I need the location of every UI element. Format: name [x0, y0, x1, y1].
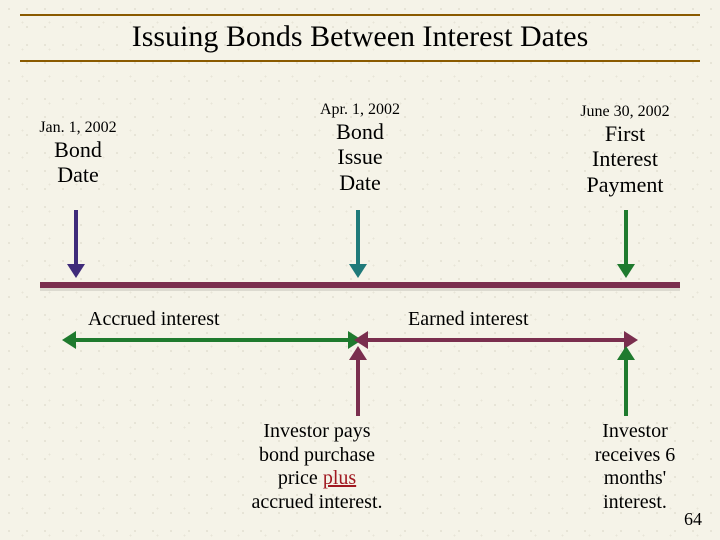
- title-block: Issuing Bonds Between Interest Dates: [20, 14, 700, 62]
- note-investor-pays: Investor pays bond purchase price plus a…: [192, 420, 442, 514]
- event-apr-line2: Issue: [280, 144, 440, 169]
- event-jan-line1: Bond: [18, 137, 138, 162]
- note-left-l4: accrued interest.: [192, 491, 442, 515]
- event-jan: Jan. 1, 2002 Bond Date: [18, 118, 138, 188]
- event-jun-date: June 30, 2002: [545, 102, 705, 121]
- note-left-l3a: price: [278, 467, 323, 489]
- note-left-l1: Investor pays: [192, 420, 442, 444]
- note-right-l1: Investor: [560, 420, 710, 444]
- event-apr-date: Apr. 1, 2002: [280, 100, 440, 119]
- note-investor-receives: Investor receives 6 months' interest.: [560, 420, 710, 514]
- event-jun-line2: Interest: [545, 146, 705, 171]
- event-jun: June 30, 2002 First Interest Payment: [545, 102, 705, 197]
- segment-earned-label: Earned interest: [408, 308, 529, 331]
- event-jan-date: Jan. 1, 2002: [18, 118, 138, 137]
- event-apr-line3: Date: [280, 170, 440, 195]
- segment-accrued: [76, 338, 348, 342]
- slide-title: Issuing Bonds Between Interest Dates: [20, 16, 700, 60]
- event-apr: Apr. 1, 2002 Bond Issue Date: [280, 100, 440, 195]
- title-rule-bottom: [20, 60, 700, 62]
- note-left-plus: plus: [323, 467, 356, 489]
- note-left-l3: price plus: [192, 467, 442, 491]
- event-jun-line3: Payment: [545, 172, 705, 197]
- event-apr-line1: Bond: [280, 119, 440, 144]
- page-number: 64: [684, 509, 702, 530]
- note-right-l3: months': [560, 467, 710, 491]
- segment-earned: [368, 338, 624, 342]
- note-right-l2: receives 6: [560, 444, 710, 468]
- segment-accrued-label: Accrued interest: [88, 308, 220, 331]
- event-jun-line1: First: [545, 121, 705, 146]
- note-left-l2: bond purchase: [192, 444, 442, 468]
- event-jan-line2: Date: [18, 162, 138, 187]
- timeline-bar: [40, 282, 680, 288]
